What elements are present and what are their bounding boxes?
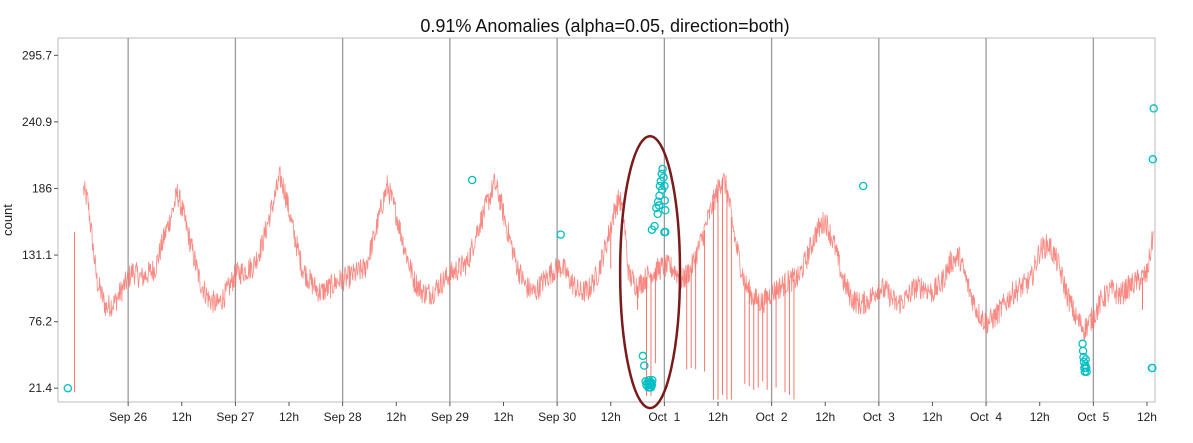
- x-tick-label: Sep 28: [324, 410, 362, 424]
- anomaly-point: [1148, 155, 1158, 164]
- x-tick-label: 12h: [1030, 410, 1050, 424]
- gridlines: [127, 38, 1094, 402]
- y-tick-label: 21.4: [29, 381, 53, 395]
- series-line-count: [83, 166, 1154, 341]
- anomaly-point: [661, 227, 670, 237]
- anomaly-point: [1081, 363, 1091, 373]
- anomaly-point: [657, 185, 667, 194]
- anomaly-point: [1081, 355, 1090, 364]
- x-tick-label: 12h: [922, 410, 942, 424]
- y-tick-label: 240.9: [22, 115, 52, 129]
- x-tick-label: 12h: [493, 410, 513, 424]
- x-tick-label: 12h: [815, 410, 835, 424]
- x-tick-label: Sep 27: [216, 410, 254, 424]
- highlight-ellipse: [618, 135, 682, 410]
- x-tick-label: 12h: [708, 410, 728, 424]
- anomaly-point: [638, 351, 648, 361]
- x-axis: Sep 26 12h Sep 27 12h Sep 28 12h Sep 29 12h Sep …: [109, 402, 1157, 424]
- x-tick-label: 12h: [279, 410, 299, 424]
- x-tick-label: 12h: [386, 410, 406, 424]
- chart-title: 0.91% Anomalies (alpha=0.05, direction=b…: [420, 16, 789, 36]
- anomaly-point: [467, 175, 477, 185]
- x-tick-label: 12h: [1137, 410, 1157, 424]
- anomaly-point: [1082, 367, 1091, 376]
- x-tick-label: Oct 5: [1077, 410, 1109, 424]
- anomaly-point: [63, 383, 73, 393]
- y-tick-label: 186: [32, 181, 52, 195]
- y-tick-label: 76.2: [29, 315, 53, 329]
- anomaly-point: [640, 361, 649, 370]
- y-tick-label: 295.7: [22, 48, 52, 62]
- anomaly-point: [1148, 363, 1157, 373]
- x-tick-label: 12h: [601, 410, 621, 424]
- y-tick-label: 131.1: [22, 248, 52, 262]
- x-tick-label: 12h: [172, 410, 192, 424]
- anomaly-point: [650, 221, 659, 231]
- anomaly-point: [646, 378, 655, 387]
- anomaly-point: [556, 230, 565, 239]
- anomaly-point: [653, 209, 662, 219]
- x-tick-label: Oct 3: [863, 410, 895, 424]
- y-axis-label: count: [0, 204, 15, 236]
- x-tick-label: Sep 30: [538, 410, 576, 424]
- anomaly-point: [654, 201, 664, 210]
- anomaly-point: [1078, 339, 1087, 349]
- x-tick-label: Oct 4: [970, 410, 1002, 424]
- anomaly-point: [1079, 352, 1088, 362]
- x-tick-label: Oct 1: [648, 410, 680, 424]
- anomaly-point: [658, 164, 667, 174]
- anomaly-point: [858, 181, 868, 191]
- anomaly-point: [659, 173, 668, 182]
- y-axis: 21.4 76.2 131.1 186 240.9 295.7: [22, 48, 58, 395]
- series-layer: [74, 166, 1154, 400]
- x-tick-label: Oct 2: [756, 410, 788, 424]
- anomaly-point: [660, 196, 670, 205]
- anomaly-point: [652, 203, 661, 213]
- anomaly-point: [645, 383, 654, 392]
- x-tick-label: Sep 26: [109, 410, 147, 424]
- plot-background: [57, 37, 1156, 403]
- x-tick-label: Sep 29: [431, 410, 469, 424]
- anomaly-point: [661, 206, 670, 215]
- anomaly-markers: [63, 104, 1158, 393]
- highlight-layer: [618, 135, 682, 410]
- anomaly-point: [1149, 104, 1158, 113]
